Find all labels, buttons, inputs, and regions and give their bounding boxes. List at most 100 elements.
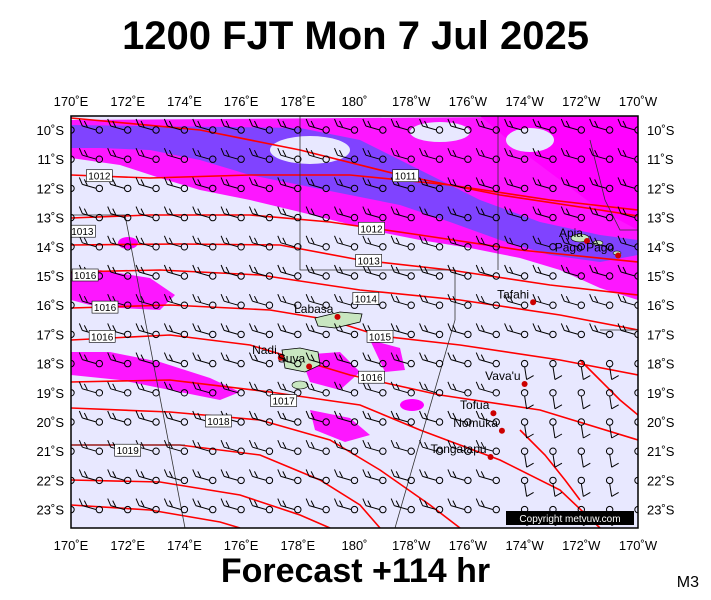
wind-barb [589,148,614,163]
wind-barb [419,148,444,163]
wind-barb [447,206,472,222]
wind-barb [532,323,557,339]
svg-text:1014: 1014 [355,294,378,305]
svg-text:Tofua: Tofua [460,398,490,412]
wind-barb [419,381,444,397]
svg-text:1011: 1011 [395,172,417,183]
longitude-label: 172˚E [110,538,145,553]
vanua-levu-island [314,311,363,329]
svg-text:1016: 1016 [360,373,383,384]
latitude-label: 16˚S [37,298,65,313]
wind-barb [475,498,500,514]
wind-barb [362,206,387,222]
longitude-label: 178˚W [392,538,431,553]
wind-barb [577,447,591,468]
wind-barb [334,264,359,280]
wind-barb [334,118,359,134]
wind-barb [78,381,104,397]
svg-text:1012: 1012 [360,224,383,235]
wind-barb [135,177,160,193]
wind-barb [532,235,557,251]
svg-text:Labasa: Labasa [294,302,334,316]
isobar-label: 1018 [205,414,232,428]
svg-text:Pago Pago: Pago Pago [555,241,615,255]
longitude-label: 176˚W [449,538,488,553]
latitude-label: 10˚S [647,123,675,138]
rain-band-heavy [71,125,638,262]
wind-barb [305,148,330,163]
wind-barb [78,410,104,426]
place-tofua: Tofua [460,398,497,417]
wind-barb [577,418,591,439]
latitude-label: 11˚S [38,152,65,167]
wind-barb [78,148,104,163]
wind-barb [107,352,132,368]
wind-barb [135,264,160,280]
wind-barb [78,118,104,134]
wind-barb [305,235,330,251]
latitude-label: 17˚S [37,327,65,342]
latitude-label: 10˚S [37,123,65,138]
wind-barb [549,389,563,410]
latitude-label: 12˚S [647,181,675,196]
copyright-box: Copyright metvuw.com [506,511,634,525]
latitude-label: 21˚S [37,444,65,459]
svg-text:Vava'u: Vava'u [485,369,520,383]
wind-barb [107,177,132,193]
wind-barb [248,177,274,193]
wind-barb [192,177,217,193]
wind-barb [334,177,359,193]
wind-barb [78,206,104,222]
isobar-label: 1016 [88,330,116,343]
wind-barb [475,323,500,339]
wind-barb [504,323,529,339]
model-code: M3 [676,574,699,591]
wind-barb [163,410,189,426]
latitude-label: 15˚S [37,269,65,284]
wind-barb [419,177,444,193]
wind-barb [560,148,585,163]
wind-barb [163,148,189,163]
wind-barb [192,235,217,251]
wind-barb [163,440,189,455]
isobars [71,117,638,528]
svg-text:1018: 1018 [207,417,230,428]
wind-barb [447,410,472,426]
wind-barb [577,476,591,497]
copyright-text: Copyright metvuw.com [519,514,620,525]
wind-barb [390,440,415,455]
wind-barb [135,469,160,485]
wind-barb [560,294,585,309]
wind-barb [520,359,534,381]
wind-barb [419,264,444,280]
wind-barb [577,389,591,410]
wind-barb [248,148,274,163]
svg-text:1016: 1016 [94,303,117,314]
wind-barb [520,389,534,410]
longitude-label: 170˚E [54,94,89,109]
wind-barb [605,476,619,497]
latitude-label: 14˚S [647,240,675,255]
wind-barb [362,177,387,193]
wind-barb [277,498,302,514]
wind-barb [504,206,529,222]
svg-text:Suva: Suva [278,352,306,366]
longitude-label: 170˚E [54,538,89,553]
wind-barb [78,498,104,514]
wind-barb [107,264,132,280]
wind-barb [549,447,563,468]
wind-barb [447,235,472,251]
wind-barb [163,469,189,485]
wind-barb [220,469,245,485]
place-tongatapu: Tongatapu [431,442,494,461]
svg-text:1013: 1013 [71,227,94,238]
wind-barb [475,381,500,397]
svg-text:1017: 1017 [273,397,296,408]
wind-barb [192,352,217,368]
wind-barb [277,177,302,193]
wind-barb [192,148,217,163]
wind-barb [475,235,500,251]
longitude-label: 176˚E [224,94,259,109]
svg-text:Nomuka: Nomuka [453,416,498,430]
